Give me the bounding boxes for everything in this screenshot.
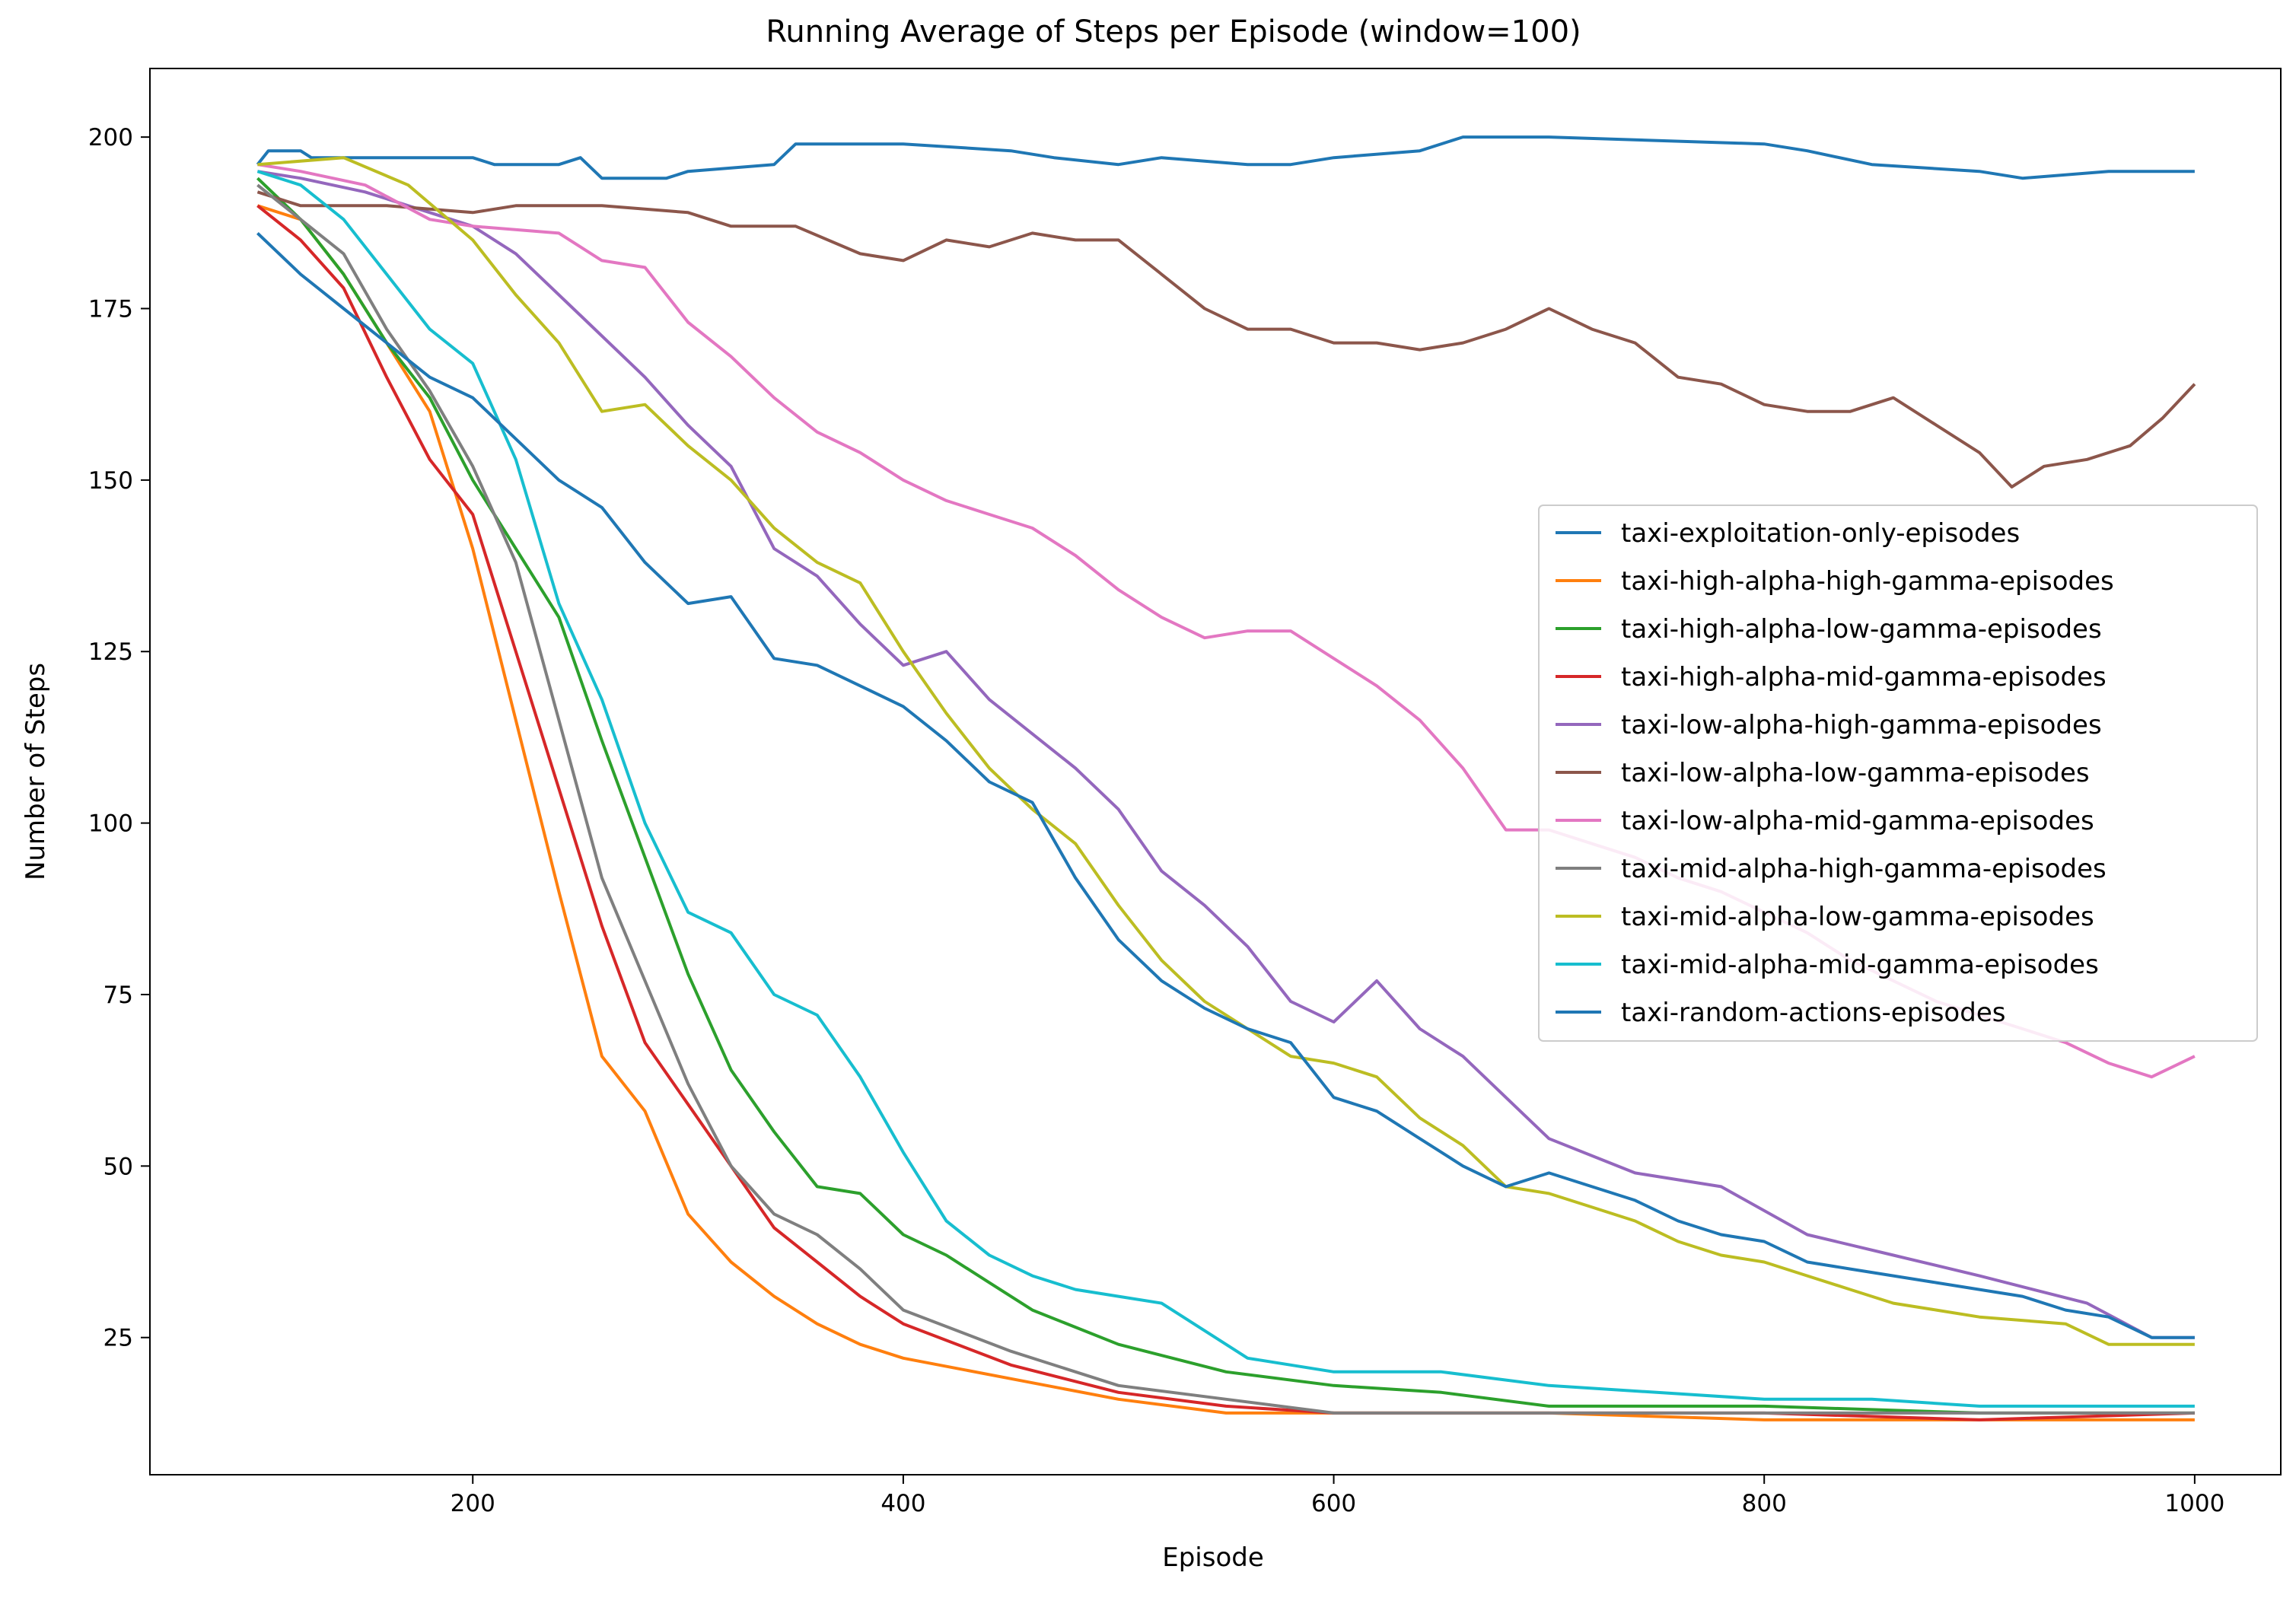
legend-label: taxi-mid-alpha-high-gamma-episodes <box>1621 854 2107 884</box>
legend-label: taxi-mid-alpha-low-gamma-episodes <box>1621 902 2094 932</box>
series-line-taxi-random-actions-episodes <box>256 231 2195 1339</box>
x-tick-label: 200 <box>451 1490 495 1517</box>
series-layer <box>256 135 2196 1421</box>
x-tick-label: 800 <box>1742 1490 1787 1517</box>
legend-items: taxi-exploitation-only-episodes taxi-high… <box>1556 518 2114 1028</box>
legend-box <box>1538 505 2258 1042</box>
y-tick-label: 150 <box>88 467 133 495</box>
y-tick-label: 125 <box>88 638 133 666</box>
legend-label: taxi-low-alpha-high-gamma-episodes <box>1621 710 2102 740</box>
series-line-taxi-mid-alpha-low-gamma-episodes <box>257 156 2195 1346</box>
y-tick-label: 25 <box>103 1325 133 1352</box>
legend-label: taxi-high-alpha-high-gamma-episodes <box>1621 566 2114 597</box>
x-axis-label: Episode <box>1162 1542 1264 1573</box>
series-line-taxi-exploitation-only-episodes <box>256 135 2195 180</box>
legend-label: taxi-low-alpha-mid-gamma-episodes <box>1621 806 2094 836</box>
y-tick-label: 200 <box>88 124 133 151</box>
legend-label: taxi-exploitation-only-episodes <box>1621 518 2020 549</box>
legend: taxi-exploitation-only-episodes taxi-high… <box>1538 505 2258 1042</box>
y-tick-label: 175 <box>88 296 133 323</box>
chart-title: Running Average of Steps per Episode (wi… <box>766 14 1581 49</box>
y-tick-label: 50 <box>103 1153 133 1180</box>
legend-label: taxi-random-actions-episodes <box>1621 998 2005 1028</box>
series-line-taxi-high-alpha-low-gamma-episodes <box>256 177 2195 1415</box>
y-axis-label: Number of Steps <box>21 663 51 880</box>
legend-label: taxi-low-alpha-low-gamma-episodes <box>1621 758 2090 788</box>
series-line-taxi-low-alpha-low-gamma-episodes <box>256 190 2196 489</box>
x-axis-ticks: 200 400 600 800 1000 <box>451 1475 2224 1517</box>
plot-frame <box>149 68 2282 1475</box>
x-tick-label: 600 <box>1311 1490 1356 1517</box>
y-tick-label: 100 <box>88 810 133 838</box>
legend-label: taxi-high-alpha-mid-gamma-episodes <box>1621 662 2107 692</box>
y-axis-ticks: 25 50 75 100 125 150 175 200 <box>88 124 150 1352</box>
series-line-taxi-mid-alpha-high-gamma-episodes <box>256 183 2195 1415</box>
y-tick-label: 75 <box>103 982 133 1009</box>
plot-area: 200 400 600 800 1000 25 50 75 100 125 150 175 200 <box>88 68 2282 1517</box>
x-tick-label: 400 <box>881 1490 925 1517</box>
legend-label: taxi-mid-alpha-mid-gamma-episodes <box>1621 950 2099 980</box>
x-tick-label: 1000 <box>2164 1490 2224 1517</box>
series-line-taxi-mid-alpha-mid-gamma-episodes <box>256 170 2195 1408</box>
series-line-taxi-low-alpha-high-gamma-episodes <box>257 170 2195 1339</box>
legend-label: taxi-high-alpha-low-gamma-episodes <box>1621 614 2102 645</box>
